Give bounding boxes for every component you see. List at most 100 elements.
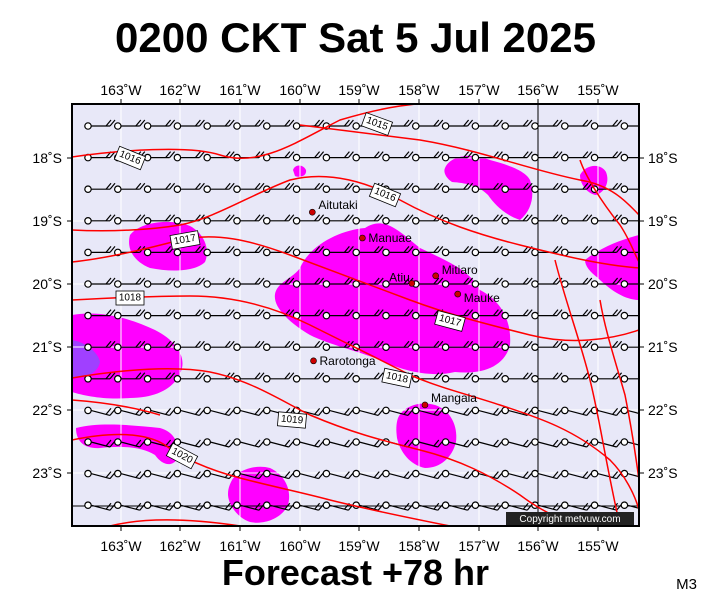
wind-barb: [173, 501, 205, 511]
lon-label-top: 163˚W: [100, 82, 142, 98]
town-marker: [421, 401, 429, 409]
wind-barb: [114, 214, 146, 225]
wind-barb: [173, 182, 205, 194]
wind-barb: [114, 119, 146, 130]
wind-barb: [173, 406, 205, 416]
wind-barb: [411, 214, 444, 225]
wind-barb: [262, 246, 295, 257]
wind-barb: [352, 340, 384, 352]
wind-barb: [143, 309, 176, 320]
wind-barb: [590, 119, 623, 130]
wind-barb: [322, 372, 354, 383]
lat-label-right: 22˚S: [648, 402, 678, 418]
wind-barb: [233, 309, 265, 320]
town-label: Mitiaro: [442, 263, 478, 277]
wind-barb: [352, 151, 384, 162]
town-label: Aitutaki: [318, 198, 357, 212]
wind-barb: [560, 119, 593, 130]
wind-barb: [203, 372, 235, 383]
lon-label-bottom: 163˚W: [100, 538, 142, 554]
wind-barb: [173, 119, 205, 130]
wind-barb: [590, 151, 623, 162]
wind-barb: [233, 438, 265, 448]
wind-barb: [292, 277, 325, 288]
wind-barb: [233, 277, 265, 288]
copyright-box: [506, 512, 634, 525]
wind-barb: [471, 214, 503, 225]
lon-label-bottom: 156˚W: [517, 538, 559, 554]
town-marker: [408, 280, 416, 287]
isobar-1018: [72, 295, 639, 511]
wind-barb: [531, 182, 563, 194]
lat-label-right: 18˚S: [648, 150, 678, 166]
wind-barb: [114, 277, 146, 288]
wind-barb: [471, 182, 503, 194]
wind-barb: [382, 469, 414, 480]
wind-barb: [471, 277, 503, 288]
wind-barb: [501, 182, 533, 194]
lon-label-top: 155˚W: [577, 82, 619, 98]
wind-barb: [560, 501, 593, 511]
wind-barb: [143, 406, 176, 416]
wind-barb: [531, 277, 563, 288]
wind-barb: [233, 246, 265, 257]
rain-area-southwest: [76, 424, 179, 465]
town-label: Manuae: [368, 231, 412, 245]
wind-barb: [262, 119, 295, 130]
wind-barb: [590, 340, 623, 352]
wind-barb: [84, 340, 116, 352]
town-label: Atiu: [389, 270, 410, 284]
wind-barb: [471, 309, 503, 320]
wind-barb: [143, 182, 176, 194]
wind-barb: [203, 309, 235, 320]
wind-barb: [411, 119, 444, 130]
wind-barb: [531, 309, 563, 320]
places: Aitutaki Manuae Atiu Mitiaro Mauke Rarotonga M…: [309, 198, 500, 409]
wind-barb: [352, 372, 384, 383]
lat-label-left: 21˚S: [32, 339, 62, 355]
wind-barb: [590, 246, 623, 257]
wind-barb: [590, 469, 623, 480]
wind-barb: [382, 340, 414, 352]
lon-labels-bottom: 163˚W 162˚W 161˚W 160˚W 159˚W 158˚W 157˚…: [100, 538, 619, 554]
isobar-1021: [72, 399, 161, 416]
wind-barb: [560, 182, 593, 194]
wind-barb: [590, 309, 623, 320]
wind-barb: [322, 182, 354, 194]
wind-barb: [620, 343, 639, 352]
rain-area-northeast: [444, 155, 533, 220]
isobar-1016-north: [299, 124, 639, 216]
wind-barb: [531, 214, 563, 225]
wind-barb: [262, 277, 295, 288]
wind-barb: [114, 309, 146, 320]
lat-label-left: 20˚S: [32, 276, 62, 292]
wind-barb: [173, 309, 205, 320]
lon-label-bottom: 157˚W: [458, 538, 500, 554]
wind-barb: [352, 277, 384, 288]
wind-barb: [292, 246, 325, 257]
wind-barb: [84, 372, 116, 383]
copyright-text: Copyright metvuw.com: [519, 514, 620, 525]
wind-barb: [173, 246, 205, 257]
wind-barb: [322, 151, 354, 162]
wind-barb: [620, 153, 639, 162]
isobar-1018-east: [599, 299, 639, 481]
wind-barb: [84, 119, 116, 130]
lat-label-left: 19˚S: [32, 213, 62, 229]
wind-barb: [382, 151, 414, 162]
lon-label-bottom: 160˚W: [279, 538, 321, 554]
wind-barb: [352, 406, 384, 416]
wind-barb: [560, 246, 593, 257]
wind-barb: [382, 501, 414, 511]
wind-barb: [441, 340, 474, 352]
wind-barb: [501, 246, 533, 257]
wind-barb: [501, 438, 533, 448]
wind-barb: [441, 277, 474, 288]
wind-barb: [262, 340, 295, 352]
isobar-label-1018-b: 1018: [385, 370, 409, 385]
wind-barb: [620, 501, 639, 510]
wind-barb: [292, 501, 325, 511]
wind-barb: [233, 119, 265, 130]
isobar-1020: [72, 433, 451, 526]
wind-barb: [501, 309, 533, 320]
